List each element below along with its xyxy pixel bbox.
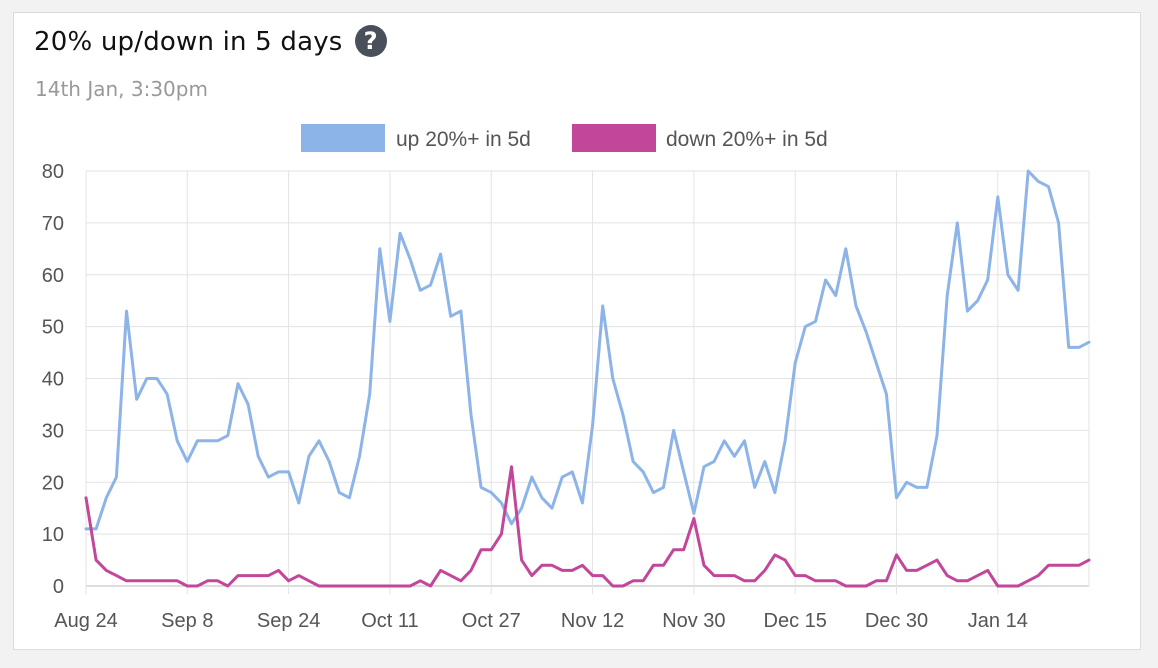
x-tick-label: Dec 30: [865, 610, 928, 632]
x-tick-label: Nov 12: [561, 610, 624, 632]
legend-swatch-up: [301, 124, 385, 152]
legend-swatch-down: [572, 124, 656, 152]
x-tick-label: Aug 24: [54, 610, 117, 632]
x-tick-label: Oct 27: [462, 610, 521, 632]
y-tick-label: 0: [53, 576, 64, 598]
grid: [85, 170, 1090, 594]
y-axis: 0 10 20 30 40 50 60 70 80: [42, 161, 64, 598]
y-tick-label: 30: [42, 420, 64, 442]
y-tick-label: 10: [42, 524, 64, 546]
legend-label-down: down 20%+ in 5d: [666, 128, 828, 151]
series-line-down: [84, 465, 1091, 588]
y-tick-label: 80: [42, 161, 64, 183]
y-tick-label: 20: [42, 472, 64, 494]
y-tick-label: 60: [42, 265, 64, 287]
y-tick-label: 70: [42, 213, 64, 235]
series-lines: [84, 169, 1091, 588]
title-row: 20% up/down in 5 days ?: [34, 25, 387, 57]
chart-card: 20% up/down in 5 days ? 14th Jan, 3:30pm…: [13, 12, 1141, 650]
x-tick-label: Sep 24: [257, 610, 320, 632]
line-chart: up 20%+ in 5d down 20%+ in 5d 0 10 20 30 40 50…: [42, 124, 1091, 632]
timestamp: 14th Jan, 3:30pm: [35, 77, 208, 101]
x-tick-label: Dec 15: [764, 610, 827, 632]
x-axis: Aug 24 Sep 8 Sep 24 Oct 11 Oct 27 Nov 12 Nov 3…: [54, 610, 1028, 632]
chart-title: 20% up/down in 5 days: [34, 27, 343, 57]
legend: up 20%+ in 5d down 20%+ in 5d: [301, 124, 828, 152]
question-circle-icon[interactable]: ?: [354, 25, 387, 57]
x-tick-label: Nov 30: [662, 610, 725, 632]
x-tick-label: Jan 14: [968, 610, 1028, 632]
y-tick-label: 40: [42, 369, 64, 391]
x-tick-label: Oct 11: [361, 610, 418, 632]
legend-label-up: up 20%+ in 5d: [396, 128, 531, 151]
series-line-up: [84, 169, 1091, 531]
y-tick-label: 50: [42, 317, 64, 339]
x-tick-label: Sep 8: [161, 610, 213, 632]
